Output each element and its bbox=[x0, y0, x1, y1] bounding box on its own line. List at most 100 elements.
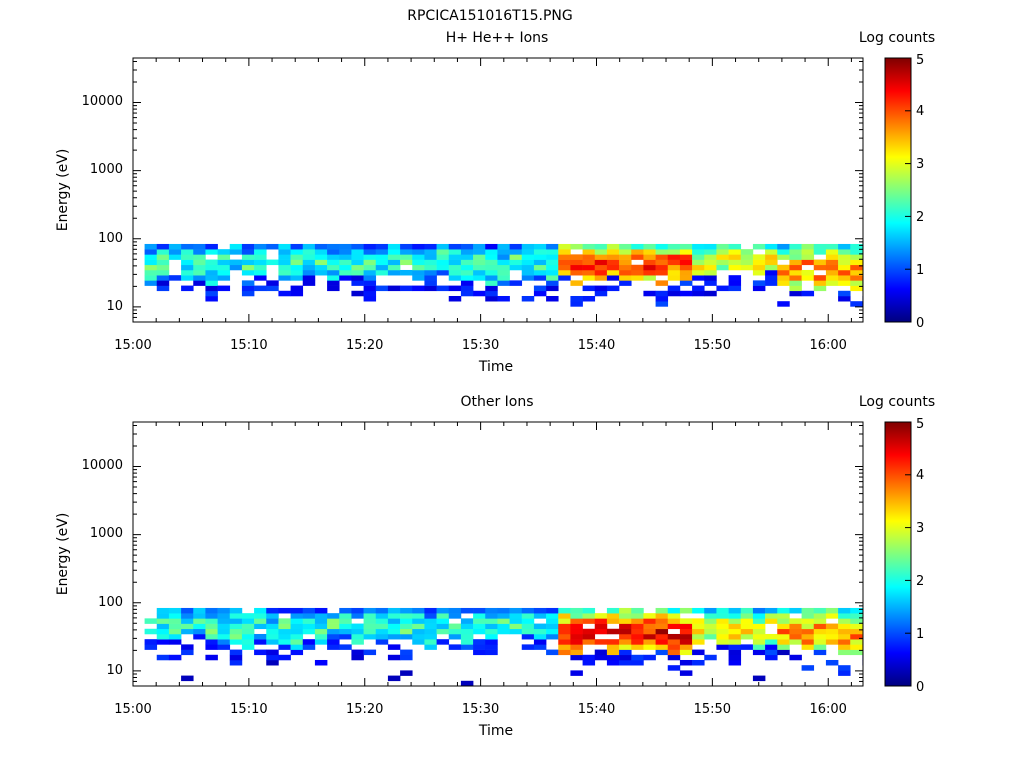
heatmap-cell bbox=[168, 613, 182, 619]
heatmap-cell bbox=[168, 639, 182, 645]
heatmap-cell bbox=[473, 618, 486, 624]
heatmap-cell bbox=[448, 269, 462, 276]
heatmap-cell bbox=[558, 607, 571, 614]
panel-title: H+ He++ Ions bbox=[446, 30, 549, 46]
heatmap-cell bbox=[631, 607, 644, 614]
heatmap-cell bbox=[412, 633, 425, 640]
heatmap-cell bbox=[241, 644, 255, 650]
heatmap-cell bbox=[363, 633, 377, 640]
heatmap-cell bbox=[217, 264, 231, 271]
heatmap-cell bbox=[156, 275, 170, 281]
heatmap-cell bbox=[400, 259, 413, 266]
heatmap-cell bbox=[667, 259, 681, 266]
heatmap-cell bbox=[509, 259, 523, 266]
heatmap-cell bbox=[217, 633, 231, 640]
heatmap-cell bbox=[619, 639, 632, 645]
heatmap-cell bbox=[619, 618, 632, 624]
x-tick-label: 15:40 bbox=[578, 702, 615, 717]
heatmap-cell bbox=[314, 618, 328, 624]
heatmap-cell bbox=[241, 618, 255, 624]
heatmap-cell bbox=[363, 623, 377, 630]
heatmap-cell bbox=[375, 249, 389, 255]
heatmap-cell bbox=[704, 290, 717, 297]
heatmap-cell bbox=[387, 269, 401, 276]
heatmap-cell bbox=[460, 259, 474, 266]
colorbar-tick-label: 0 bbox=[916, 316, 924, 331]
heatmap-cell bbox=[314, 623, 328, 630]
heatmap-cell bbox=[448, 628, 462, 635]
heatmap-cell bbox=[387, 654, 401, 661]
heatmap-cell bbox=[351, 613, 364, 619]
heatmap-cell bbox=[752, 243, 766, 250]
heatmap-cell bbox=[594, 285, 608, 292]
heatmap-cell bbox=[241, 259, 255, 266]
heatmap-cell bbox=[765, 639, 778, 645]
colorbar-tick-label: 2 bbox=[916, 574, 924, 589]
heatmap-cell bbox=[217, 269, 231, 276]
heatmap-cell bbox=[838, 633, 851, 640]
y-tick-label: 10000 bbox=[82, 458, 123, 473]
heatmap-cell bbox=[314, 639, 328, 645]
heatmap-cell bbox=[424, 633, 437, 640]
heatmap-cell bbox=[813, 618, 827, 624]
colorbar-ticks bbox=[905, 57, 911, 323]
heatmap-cell bbox=[363, 649, 377, 656]
heatmap-cell bbox=[448, 633, 462, 640]
heatmap-cell bbox=[558, 269, 571, 276]
heatmap-cell bbox=[667, 607, 681, 614]
x-tick-label: 15:00 bbox=[114, 702, 151, 717]
heatmap-cell bbox=[838, 243, 851, 250]
heatmap-cell bbox=[594, 254, 608, 260]
heatmap-cell bbox=[387, 618, 401, 624]
heatmap-cell bbox=[485, 639, 498, 645]
heatmap-cell bbox=[460, 628, 474, 635]
heatmap-cell bbox=[521, 295, 535, 302]
heatmap-cell bbox=[412, 259, 425, 266]
heatmap-cell bbox=[850, 618, 863, 624]
heatmap-cell bbox=[424, 628, 437, 635]
heatmap-cell bbox=[266, 613, 279, 619]
heatmap-cell bbox=[838, 269, 851, 276]
heatmap-cell bbox=[631, 623, 644, 630]
heatmap-cell bbox=[825, 633, 839, 640]
heatmap-cell bbox=[497, 295, 510, 302]
heatmap-cell bbox=[266, 607, 279, 614]
heatmap-cell bbox=[582, 249, 596, 255]
heatmap-cell bbox=[740, 644, 754, 650]
heatmap-cell bbox=[558, 628, 571, 635]
heatmap-cell bbox=[473, 628, 486, 635]
heatmap-cell bbox=[351, 269, 364, 276]
heatmap-cell bbox=[241, 628, 255, 635]
x-tick-label: 15:30 bbox=[462, 338, 499, 353]
heatmap-cell bbox=[643, 259, 656, 266]
heatmap-cell bbox=[266, 628, 279, 635]
heatmap-cell bbox=[594, 613, 608, 619]
heatmap-cell bbox=[765, 607, 778, 614]
heatmap-cell bbox=[777, 649, 790, 656]
heatmap-cell bbox=[801, 275, 815, 281]
heatmap-cell bbox=[862, 280, 863, 286]
x-tick-label: 15:40 bbox=[578, 338, 615, 353]
heatmap-cell bbox=[655, 644, 669, 650]
heatmap-cell bbox=[278, 249, 291, 255]
heatmap-cell bbox=[692, 633, 705, 640]
heatmap-cell bbox=[509, 628, 523, 635]
heatmap-cell bbox=[193, 254, 206, 260]
heatmap-cell bbox=[400, 628, 413, 635]
heatmap-cell bbox=[229, 607, 243, 614]
heatmap-cell bbox=[667, 644, 681, 650]
heatmap-cell bbox=[181, 675, 194, 682]
heatmap-cell bbox=[193, 613, 206, 619]
heatmap-cell bbox=[448, 259, 462, 266]
heatmap-cell bbox=[521, 243, 535, 250]
heatmap-cell bbox=[424, 269, 437, 276]
heatmap-cell bbox=[728, 243, 742, 250]
heatmap-cell bbox=[193, 618, 206, 624]
heatmap-cell bbox=[619, 644, 632, 650]
heatmap-cell bbox=[655, 254, 669, 260]
heatmap-cell bbox=[314, 659, 328, 666]
heatmap-cell bbox=[229, 613, 243, 619]
heatmap-cell bbox=[424, 280, 437, 286]
heatmap-cell bbox=[168, 275, 182, 281]
